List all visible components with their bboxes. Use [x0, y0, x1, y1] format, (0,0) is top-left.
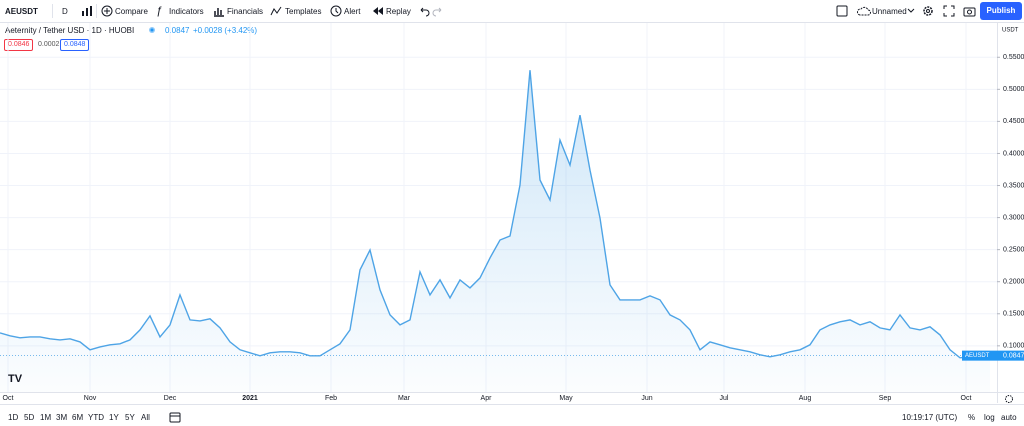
last-price-badge — [962, 350, 1024, 361]
financials[interactable]: Financials — [227, 7, 264, 16]
compare[interactable]: Compare — [115, 7, 148, 16]
x-tick-label: Dec — [164, 395, 177, 402]
auto-toggle[interactable]: auto — [1001, 413, 1017, 422]
separator — [96, 4, 97, 18]
y-tick-label: 0.2500 — [1003, 246, 1024, 253]
replay[interactable]: Replay — [386, 7, 411, 16]
clock: 10:19:17 (UTC) — [902, 413, 958, 422]
separator — [52, 4, 53, 18]
range-button[interactable]: 3M — [56, 413, 68, 422]
x-tick-label: Oct — [961, 395, 972, 402]
bars-icon[interactable] — [81, 5, 93, 17]
settings-icon[interactable] — [922, 5, 934, 17]
y-tick-label: 0.3000 — [1003, 214, 1024, 221]
x-tick-label: Feb — [325, 395, 337, 402]
x-tick-label: Jul — [720, 395, 729, 402]
indicators-icon: ƒ — [156, 5, 163, 17]
cloud-icon — [857, 6, 871, 16]
last-price-symbol: AEUSDT — [965, 353, 990, 359]
y-tick-label: 0.4000 — [1003, 150, 1024, 157]
fullscreen-icon[interactable] — [943, 5, 955, 17]
bid[interactable]: 0.0846 — [4, 39, 34, 51]
axis-settings[interactable] — [1004, 394, 1014, 404]
undo-redo[interactable] — [418, 5, 444, 17]
x-tick-label: Mar — [398, 395, 411, 402]
publish-button[interactable]: Publish — [980, 2, 1022, 20]
range-button[interactable]: 1D — [8, 413, 19, 422]
spread: 0.0002 — [38, 41, 60, 48]
x-tick-label: Nov — [84, 395, 97, 402]
snapshot-icon[interactable] — [963, 5, 976, 17]
alert[interactable]: Alert — [344, 7, 361, 16]
x-tick-label: Apr — [481, 395, 493, 402]
logo: TV — [8, 373, 23, 385]
compare-icon — [101, 5, 113, 17]
bottom-border — [0, 404, 1024, 405]
y-tick-label: 0.4500 — [1003, 118, 1024, 125]
replay-icon — [373, 7, 383, 15]
range-button[interactable]: 1Y — [109, 413, 119, 422]
x-tick-label: Jun — [641, 395, 652, 402]
axis-unit: USDT — [1002, 28, 1019, 34]
caret[interactable] — [907, 8, 915, 14]
indicators[interactable]: Indicators — [169, 7, 204, 16]
percent-toggle[interactable]: % — [968, 413, 976, 422]
layout-icon[interactable] — [836, 5, 848, 17]
x-tick-label: Sep — [879, 395, 892, 402]
range-button[interactable]: 6M — [72, 413, 84, 422]
range-button[interactable]: YTD — [88, 413, 104, 422]
templates-icon — [270, 6, 282, 16]
last-price-label: 0.0847 — [1003, 352, 1024, 359]
date-range-icon[interactable] — [169, 411, 181, 423]
x-tick-label: Aug — [799, 395, 812, 402]
chart: USDT 0.1000 0.1500 0.2000 0.2500 0.3000 0.350… — [0, 23, 1024, 403]
financials-icon — [214, 8, 224, 17]
status-dot — [149, 27, 155, 33]
ask[interactable]: 0.0848 — [60, 39, 90, 51]
area-fill — [0, 70, 990, 392]
range-button[interactable]: 1M — [40, 413, 52, 422]
x-tick-label: 2021 — [242, 395, 258, 402]
legend-change: +0.0028 (+3.42%) — [193, 26, 258, 35]
alert-icon — [330, 5, 342, 17]
symbol[interactable]: AEUSDT — [5, 7, 38, 16]
layout-name[interactable]: Unnamed — [872, 7, 907, 16]
range-button[interactable]: All — [141, 413, 150, 422]
y-tick-label: 0.2000 — [1003, 279, 1024, 286]
y-tick-label: 0.5000 — [1003, 86, 1024, 93]
range-button[interactable]: 5D — [24, 413, 35, 422]
y-tick-label: 0.5500 — [1003, 54, 1024, 61]
y-tick-label: 0.3500 — [1003, 182, 1024, 189]
legend-title: Aeternity / Tether USD · 1D · HUOBI — [5, 26, 135, 35]
templates[interactable]: Templates — [285, 7, 322, 16]
price-line — [0, 70, 991, 359]
log-toggle[interactable]: log — [984, 413, 995, 422]
interval[interactable]: D — [62, 7, 68, 16]
legend-last: 0.0847 — [165, 26, 190, 35]
x-tick-label: May — [559, 395, 573, 402]
x-tick-label: Oct — [3, 395, 14, 402]
y-tick-label: 0.1500 — [1003, 311, 1024, 318]
y-tick-label: 0.1000 — [1003, 343, 1024, 350]
toolbar: AEUSDT D Compare ƒ Indicators Financials… — [0, 0, 1024, 23]
range-button[interactable]: 5Y — [125, 413, 135, 422]
